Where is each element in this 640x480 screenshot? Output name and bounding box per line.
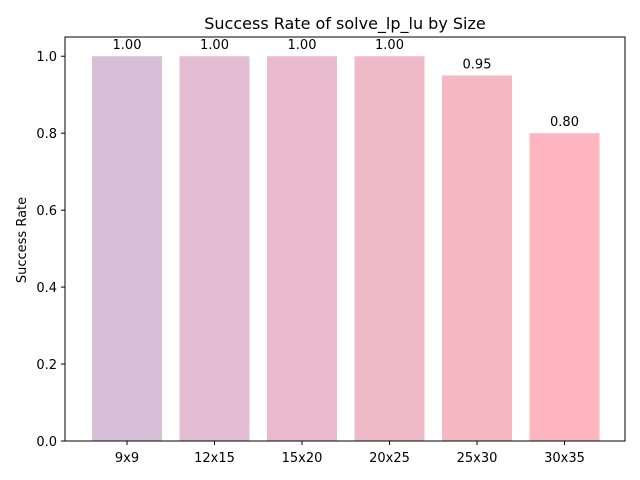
data-label-15x20: 1.00: [288, 38, 317, 53]
bar-20x25: [354, 56, 425, 441]
y-tick-label: 0.6: [36, 204, 57, 219]
data-label-12x15: 1.00: [200, 38, 229, 53]
y-tick-label: 0.4: [36, 281, 57, 296]
bar-25x30: [442, 75, 512, 441]
bar-9x9: [92, 56, 162, 441]
y-tick-label: 1.0: [36, 50, 57, 65]
x-tick-label-9x9: 9x9: [115, 451, 139, 466]
data-label-30x35: 0.80: [550, 115, 579, 130]
x-tick-label-12x15: 12x15: [194, 451, 235, 466]
data-label-20x25: 1.00: [375, 38, 404, 53]
x-axis: 9x9 12x15 15x20 20x25 25x30 30x35: [115, 441, 585, 466]
bar-12x15: [179, 56, 250, 441]
y-tick-label: 0.2: [36, 358, 57, 373]
plot-frame: [64, 36, 626, 442]
data-labels-group: 1.00 1.00 1.00 1.00 0.95 0.80: [113, 38, 579, 130]
x-tick-label-25x30: 25x30: [457, 451, 498, 466]
y-tick-label: 0.0: [36, 435, 57, 450]
x-tick-label-30x35: 30x35: [544, 451, 585, 466]
bar-30x35: [529, 133, 600, 441]
chart-title: Success Rate of solve_lp_lu by Size: [204, 14, 485, 34]
y-axis-label: Success Rate: [15, 197, 30, 283]
x-tick-label-15x20: 15x20: [282, 451, 323, 466]
y-axis: 0.0 0.2 0.4 0.6 0.8 1.0: [36, 50, 65, 450]
bars-group: [92, 56, 600, 441]
data-label-9x9: 1.00: [113, 38, 142, 53]
y-tick-label: 0.8: [36, 127, 57, 142]
x-tick-label-20x25: 20x25: [369, 451, 410, 466]
data-label-25x30: 0.95: [463, 57, 492, 72]
bar-15x20: [267, 56, 337, 441]
